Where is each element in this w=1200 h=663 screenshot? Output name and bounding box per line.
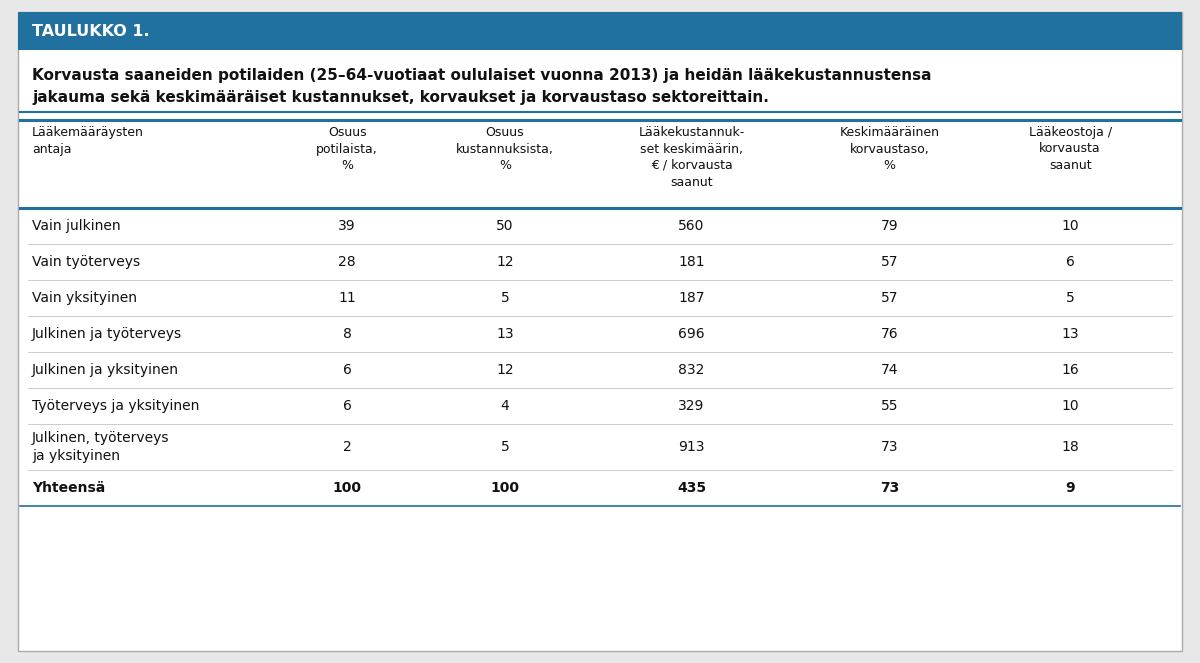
Text: 181: 181 bbox=[678, 255, 704, 269]
Text: 12: 12 bbox=[497, 255, 514, 269]
Text: 73: 73 bbox=[880, 481, 899, 495]
Text: Vain julkinen: Vain julkinen bbox=[32, 219, 121, 233]
Text: 18: 18 bbox=[1061, 440, 1079, 454]
Text: Vain työterveys: Vain työterveys bbox=[32, 255, 140, 269]
Bar bbox=[18, 12, 1182, 50]
Text: Julkinen, työterveys
ja yksityinen: Julkinen, työterveys ja yksityinen bbox=[32, 432, 169, 463]
Text: 55: 55 bbox=[881, 399, 898, 413]
Text: 74: 74 bbox=[881, 363, 898, 377]
Text: Osuus
potilaista,
%: Osuus potilaista, % bbox=[317, 126, 378, 172]
Text: 12: 12 bbox=[497, 363, 514, 377]
Text: 913: 913 bbox=[678, 440, 704, 454]
Text: Korvausta saaneiden potilaiden (25–64-vuotiaat oululaiset vuonna 2013) ja heidän: Korvausta saaneiden potilaiden (25–64-vu… bbox=[32, 68, 931, 83]
Text: TAULUKKO 1.: TAULUKKO 1. bbox=[32, 23, 150, 38]
Text: 57: 57 bbox=[881, 255, 898, 269]
Text: 11: 11 bbox=[338, 291, 356, 305]
Text: Työterveys ja yksityinen: Työterveys ja yksityinen bbox=[32, 399, 199, 413]
Text: 4: 4 bbox=[500, 399, 510, 413]
Text: Lääkemääräysten
antaja: Lääkemääräysten antaja bbox=[32, 126, 144, 156]
Text: Osuus
kustannuksista,
%: Osuus kustannuksista, % bbox=[456, 126, 554, 172]
Text: 2: 2 bbox=[343, 440, 352, 454]
Text: Lääkekustannuk-
set keskimäärin,
€ / korvausta
saanut: Lääkekustannuk- set keskimäärin, € / kor… bbox=[638, 126, 745, 188]
Text: jakauma sekä keskimääräiset kustannukset, korvaukset ja korvaustaso sektoreittai: jakauma sekä keskimääräiset kustannukset… bbox=[32, 90, 769, 105]
Text: 832: 832 bbox=[678, 363, 704, 377]
Text: Julkinen ja yksityinen: Julkinen ja yksityinen bbox=[32, 363, 179, 377]
Text: 10: 10 bbox=[1061, 219, 1079, 233]
Text: 696: 696 bbox=[678, 327, 704, 341]
Text: 8: 8 bbox=[343, 327, 352, 341]
Text: 10: 10 bbox=[1061, 399, 1079, 413]
Text: 16: 16 bbox=[1061, 363, 1079, 377]
Text: Julkinen ja työterveys: Julkinen ja työterveys bbox=[32, 327, 182, 341]
Text: 435: 435 bbox=[677, 481, 706, 495]
Text: 13: 13 bbox=[1061, 327, 1079, 341]
Text: Yhteensä: Yhteensä bbox=[32, 481, 106, 495]
Text: 50: 50 bbox=[497, 219, 514, 233]
Text: 6: 6 bbox=[343, 399, 352, 413]
Text: 100: 100 bbox=[332, 481, 361, 495]
Text: Keskimääräinen
korvaustaso,
%: Keskimääräinen korvaustaso, % bbox=[840, 126, 940, 172]
Text: 560: 560 bbox=[678, 219, 704, 233]
Text: 6: 6 bbox=[1066, 255, 1075, 269]
Text: 100: 100 bbox=[491, 481, 520, 495]
Text: 79: 79 bbox=[881, 219, 899, 233]
Text: 39: 39 bbox=[338, 219, 356, 233]
Text: 5: 5 bbox=[500, 440, 510, 454]
Text: 57: 57 bbox=[881, 291, 898, 305]
Text: Vain yksityinen: Vain yksityinen bbox=[32, 291, 137, 305]
Text: 6: 6 bbox=[343, 363, 352, 377]
Text: Lääkeostoja /
korvausta
saanut: Lääkeostoja / korvausta saanut bbox=[1028, 126, 1111, 172]
Text: 76: 76 bbox=[881, 327, 899, 341]
Text: 9: 9 bbox=[1066, 481, 1075, 495]
Text: 187: 187 bbox=[678, 291, 704, 305]
Text: 329: 329 bbox=[678, 399, 704, 413]
Text: 5: 5 bbox=[1066, 291, 1074, 305]
Text: 13: 13 bbox=[497, 327, 514, 341]
Text: 5: 5 bbox=[500, 291, 510, 305]
Text: 28: 28 bbox=[338, 255, 356, 269]
Text: 73: 73 bbox=[881, 440, 898, 454]
